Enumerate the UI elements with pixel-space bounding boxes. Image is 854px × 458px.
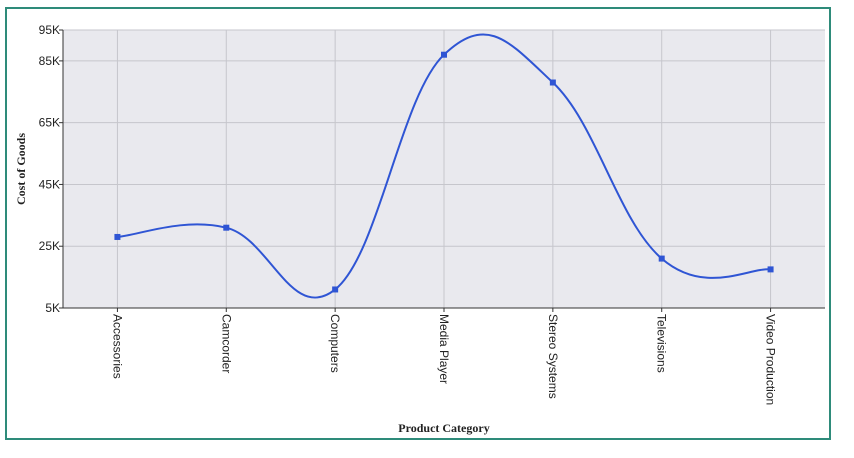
x-tick-label: Accessories [110, 314, 124, 379]
y-tick-label: 65K [39, 116, 60, 130]
y-tick-label: 45K [39, 177, 60, 191]
data-point[interactable] [549, 79, 556, 86]
x-tick-label: Camcorder [219, 314, 233, 373]
gridlines [63, 29, 825, 309]
x-tick-label: Televisions [655, 314, 669, 373]
x-tick-label: Video Production [764, 314, 778, 405]
data-point[interactable] [223, 224, 230, 231]
data-point[interactable] [441, 51, 447, 58]
x-tick-label: Computers [328, 314, 342, 373]
y-tick-label: 5K [45, 301, 60, 315]
data-point[interactable] [114, 233, 121, 240]
x-axis-title: Product Category [398, 421, 489, 435]
data-point[interactable] [658, 255, 665, 262]
y-tick-labels: 5K 25K 45K 65K 85K 95K [39, 23, 63, 315]
data-point[interactable] [332, 286, 339, 293]
data-point[interactable] [767, 266, 774, 273]
y-tick-label: 85K [39, 54, 60, 68]
y-tick-label: 25K [39, 239, 60, 253]
x-tick-label: Media Player [437, 314, 451, 384]
x-tick-label: Stereo Systems [546, 314, 560, 399]
data-points [114, 51, 774, 293]
y-tick-label: 95K [39, 23, 60, 37]
x-tick-labels: Accessories Camcorder Computers Media Playe… [110, 308, 778, 405]
y-axis-title: Cost of Goods [14, 133, 28, 205]
